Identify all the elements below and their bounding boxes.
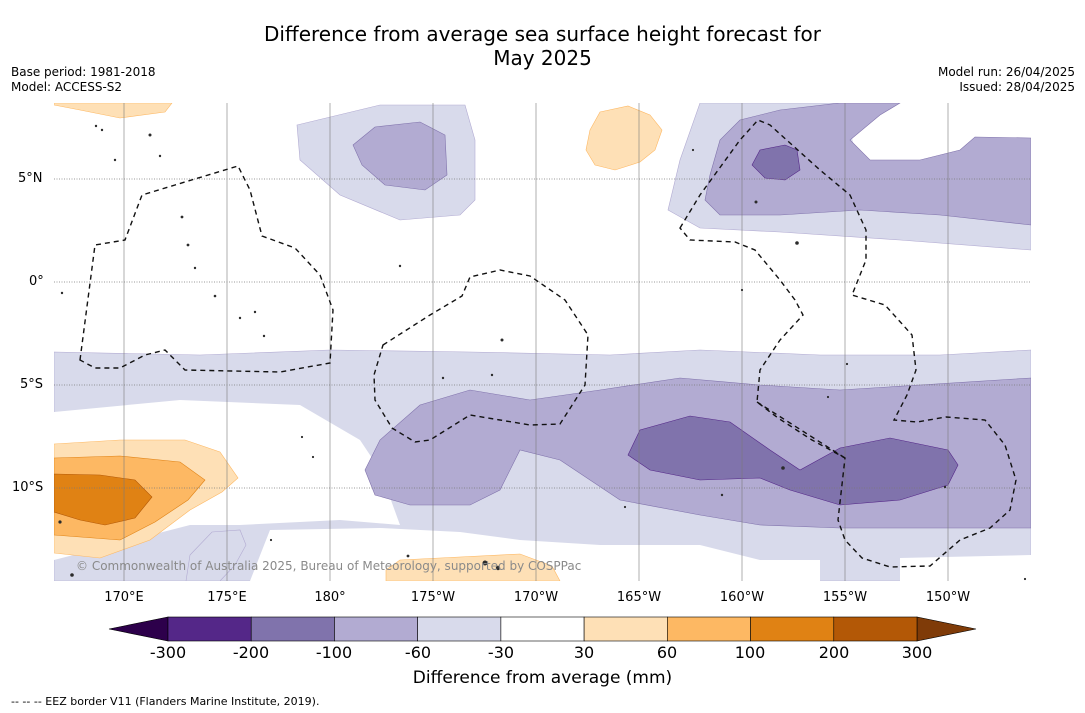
info-left: Base period: 1981-2018 Model: ACCESS-S2 xyxy=(11,65,156,95)
colorbar-tick: -60 xyxy=(404,643,432,662)
anomaly-strong-negative xyxy=(627,144,959,506)
colorbar-cell xyxy=(334,616,418,642)
colorbar-cell xyxy=(250,616,335,642)
islands xyxy=(58,124,1027,581)
colorbar-cell xyxy=(500,616,585,642)
lat-label-0: 0° xyxy=(29,274,44,289)
eez-borders xyxy=(79,119,1017,568)
colorbar-tick: -200 xyxy=(232,643,270,662)
colorbar-cell xyxy=(833,616,918,642)
colorbar-cell xyxy=(167,616,252,642)
model-run-text: Model run: 26/04/2025 xyxy=(937,65,1075,79)
graticule xyxy=(123,103,949,581)
copyright-notice: © Commonwealth of Australia 2025, Bureau… xyxy=(76,559,582,573)
colorbar-tick: 60 xyxy=(656,643,678,662)
colorbar-tick: 100 xyxy=(734,643,766,662)
colorbar xyxy=(108,616,977,642)
map-title-line-2: May 2025 xyxy=(493,46,592,70)
colorbar-title: Difference from average (mm) xyxy=(412,668,673,688)
model-text: Model: ACCESS-S2 xyxy=(11,80,123,94)
colorbar-tick: -30 xyxy=(487,643,515,662)
lon-label-165w: 165°W xyxy=(616,590,662,605)
colorbar-tick: 200 xyxy=(818,643,850,662)
latitude-lines xyxy=(54,178,1031,489)
lon-label-170w: 170°W xyxy=(513,590,559,605)
colorbar-cell xyxy=(417,616,502,642)
issued-text: Issued: 28/04/2025 xyxy=(959,80,1075,94)
lon-label-155w: 155°W xyxy=(822,590,868,605)
colorbar-cell xyxy=(750,616,835,642)
lat-label-5s: 5°S xyxy=(20,377,44,392)
colorbar-cell xyxy=(667,616,751,642)
colorbar-tick: -300 xyxy=(149,643,187,662)
anomaly-positive xyxy=(54,103,663,581)
lon-label-150w: 150°W xyxy=(925,590,971,605)
lon-label-175w: 175°W xyxy=(410,590,456,605)
anomaly-small-negative xyxy=(185,529,247,581)
base-period-text: Base period: 1981-2018 xyxy=(11,65,156,79)
colorbar-tick: 30 xyxy=(573,643,595,662)
lat-label-10s: 10°S xyxy=(12,480,44,495)
lon-label-180: 180° xyxy=(314,590,346,605)
map-title-line-1: Difference from average sea surface heig… xyxy=(263,22,822,46)
info-right: Model run: 26/04/2025 Issued: 28/04/2025 xyxy=(938,65,1075,95)
eez-legend-note: -- -- -- EEZ border V11 (Flanders Marine… xyxy=(11,695,320,708)
colorbar-tick: 300 xyxy=(901,643,933,662)
lon-label-160w: 160°W xyxy=(719,590,765,605)
lon-label-175e: 175°E xyxy=(207,590,247,605)
colorbar-tick: -100 xyxy=(315,643,353,662)
lat-label-5n: 5°N xyxy=(18,171,43,186)
colorbar-cell xyxy=(583,616,668,642)
lon-label-170e: 170°E xyxy=(104,590,144,605)
